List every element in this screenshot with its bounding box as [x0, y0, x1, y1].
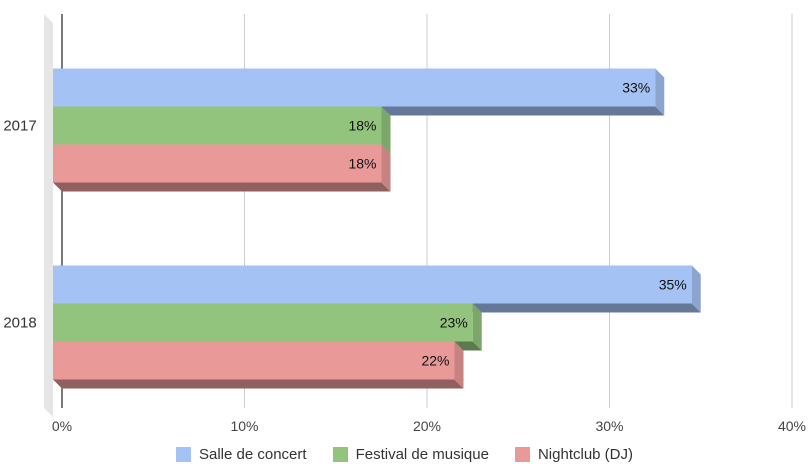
legend-item-festival-de-musique[interactable]: Festival de musique	[332, 446, 489, 463]
bar-front-face	[53, 303, 473, 342]
data-label: 18%	[348, 118, 376, 134]
x-tick-label: 10%	[230, 418, 258, 434]
chart-floor-wall	[44, 14, 53, 417]
bar-front-face	[53, 341, 455, 380]
legend-label: Festival de musique	[355, 446, 489, 463]
bar-bottom-face	[53, 182, 391, 192]
legend-label: Salle de concert	[198, 446, 307, 463]
category-label-2017: 2017	[3, 118, 36, 135]
category-label-2018: 2018	[3, 315, 36, 332]
x-tick-label: 40%	[778, 418, 806, 434]
bar-front-face	[53, 68, 656, 107]
legend-label: Nightclub (DJ)	[537, 446, 633, 463]
bar-end-face	[655, 68, 665, 116]
bar-salle-de-concert-2018	[53, 265, 701, 313]
x-tick-label: 20%	[413, 418, 441, 434]
legend-item-nightclub-dj[interactable]: Nightclub (DJ)	[514, 446, 633, 463]
bar-end-face	[381, 144, 391, 192]
y-axis-category-labels: 2017 2018	[3, 118, 36, 332]
legend: Salle de concert Festival de musique Nig…	[0, 446, 809, 463]
data-labels: 33% 18% 18% 35% 23% 22%	[348, 80, 686, 369]
bar-end-face	[454, 341, 464, 389]
legend-swatch-salle-de-concert	[175, 447, 191, 462]
data-label: 18%	[348, 156, 376, 172]
x-tick-label: 0%	[52, 418, 72, 434]
data-label: 22%	[421, 353, 449, 369]
x-axis-tick-labels: 0% 10% 20% 30% 40%	[52, 418, 806, 434]
bar-nightclub-dj-2018	[53, 341, 464, 389]
legend-item-salle-de-concert[interactable]: Salle de concert	[175, 446, 307, 463]
bar-end-face	[381, 106, 391, 154]
bar-front-face	[53, 106, 382, 145]
data-label: 33%	[622, 80, 650, 96]
chart-floor	[44, 14, 53, 417]
x-tick-label: 30%	[595, 418, 623, 434]
legend-swatch-nightclub-dj	[514, 447, 530, 462]
bars	[53, 68, 701, 389]
bar-end-face	[691, 265, 701, 313]
data-label: 23%	[440, 315, 468, 331]
data-label: 35%	[659, 277, 687, 293]
bar-bottom-face	[53, 379, 464, 389]
legend-swatch-festival-de-musique	[332, 447, 348, 462]
bar-front-face	[53, 265, 692, 304]
bar-end-face	[472, 303, 482, 351]
bar-front-face	[53, 144, 382, 183]
bar-nightclub-dj-2017	[53, 144, 391, 192]
